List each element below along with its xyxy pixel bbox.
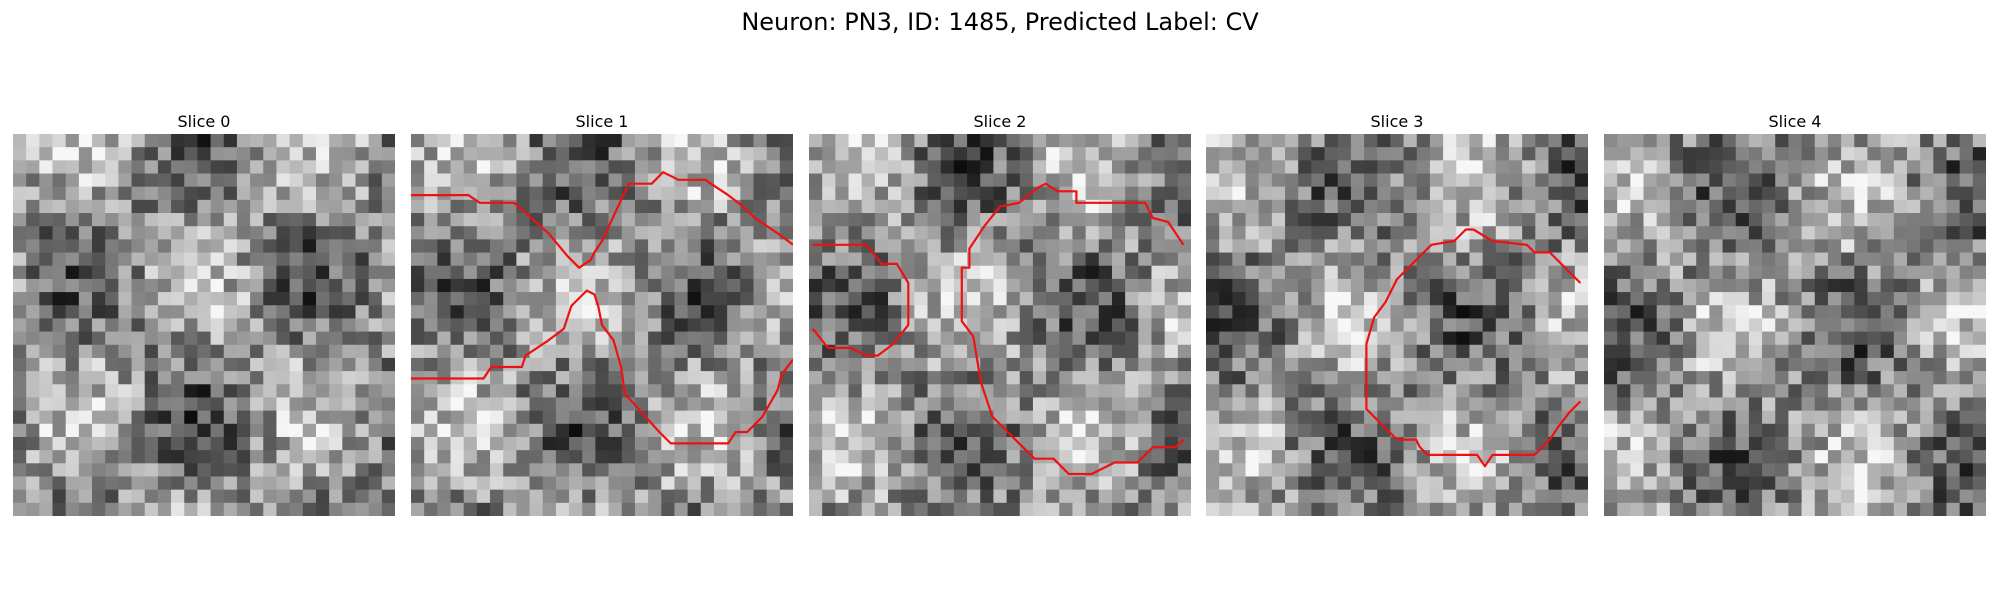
slice-image-1 <box>411 134 793 516</box>
slice-title-2: Slice 2 <box>973 112 1027 131</box>
figure-title: Neuron: PN3, ID: 1485, Predicted Label: … <box>741 8 1259 36</box>
contour-3-0 <box>1365 228 1582 468</box>
slice-panel-0: Slice 0 <box>13 110 395 516</box>
slice-image-4 <box>1604 134 1986 516</box>
slice-image-3 <box>1206 134 1588 516</box>
contour-2-1 <box>960 182 1185 476</box>
slice-title-0: Slice 0 <box>177 112 231 131</box>
slice-panel-4: Slice 4 <box>1604 110 1986 516</box>
slice-panel-2: Slice 2 <box>809 110 1191 516</box>
slice-panel-3: Slice 3 <box>1206 110 1588 516</box>
contour-2-0 <box>811 243 910 357</box>
slice-image-0 <box>13 134 395 516</box>
slice-title-3: Slice 3 <box>1370 112 1424 131</box>
slice-title-1: Slice 1 <box>575 112 629 131</box>
contour-1-1 <box>411 289 793 445</box>
slice-panel-1: Slice 1 <box>411 110 793 516</box>
contour-1-0 <box>411 171 793 269</box>
slice-image-2 <box>809 134 1191 516</box>
slice-title-4: Slice 4 <box>1768 112 1822 131</box>
